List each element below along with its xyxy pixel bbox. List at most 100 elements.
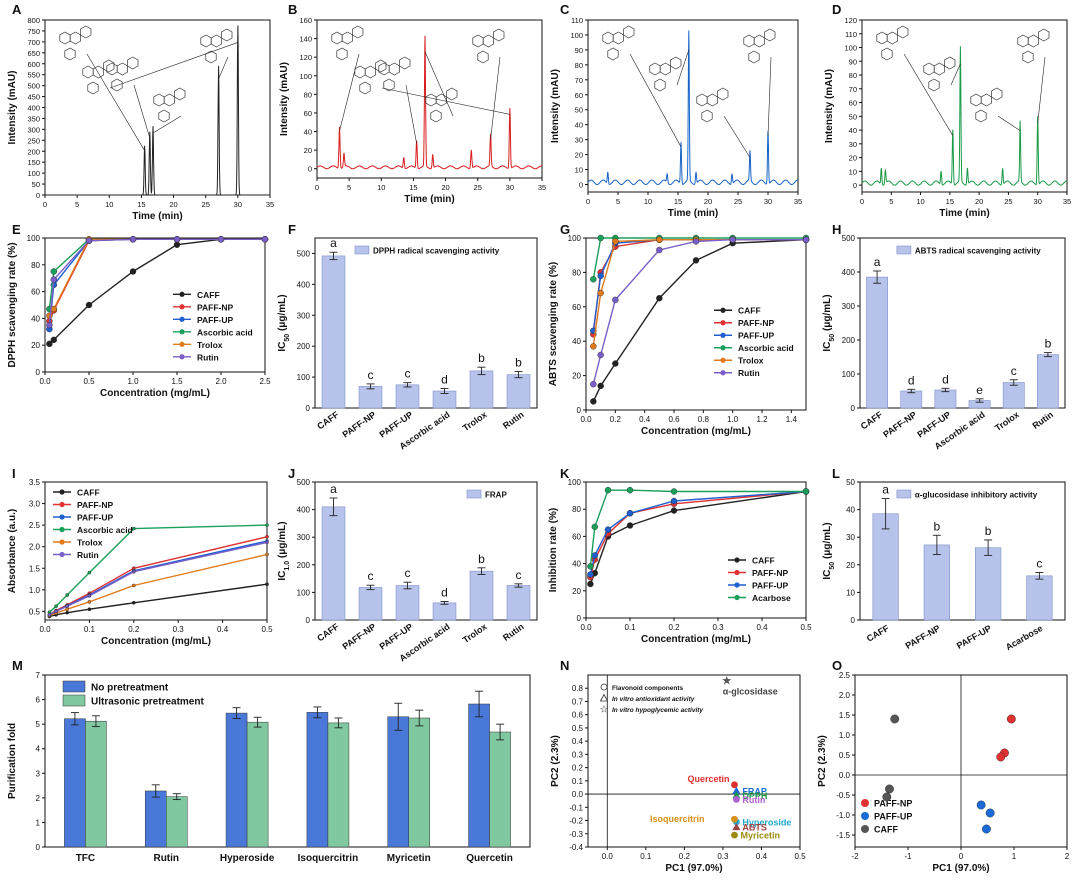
significance-letter: c [1036,557,1042,571]
bar [975,547,1002,621]
panel-A: 0501001502002503003504004505005506006507… [7,16,274,222]
y-tick-label: 2.5 [839,671,851,680]
category-label: PAFF-NP [341,621,378,651]
legend-label: CAFF [874,825,898,835]
x-tick-label: 0.0 [39,377,51,386]
x-tick-label: 5 [889,197,893,206]
y-tick-label: 20 [575,151,583,160]
y-tick-label: 3.5 [29,478,41,487]
y-axis-label-unit: (μg/mL) [277,521,288,560]
x-tick-label: 2 [1065,852,1070,861]
x-tick-label: 30 [234,200,242,209]
y-axis-label: PC2 (2.3%) [550,735,561,787]
data-point [131,583,136,588]
structure-pointer [997,115,1021,131]
bar [872,513,899,621]
y-tick-label: 0.6 [572,711,584,720]
ring [82,65,94,79]
point-label: Myricetin [740,831,780,841]
ring [659,62,671,76]
category-label: CAFF [865,623,891,644]
ring [116,62,128,76]
data-point [590,381,597,388]
bar [506,585,531,621]
structure-pointer [490,56,501,140]
y-tick-label: 40 [31,314,40,323]
panel-label: G [560,222,570,237]
x-tick-label: 0.5 [83,377,95,386]
data-point [46,340,53,348]
y-tick-label: 100 [844,44,857,53]
series-line [49,553,268,617]
structure-pointer [86,53,145,151]
data-point [591,552,598,559]
ring [399,56,411,70]
y-tick-label: 0.4 [572,737,584,746]
y-tick-label: 0 [851,404,856,413]
ring [717,87,729,101]
y-tick-label: 80 [575,61,583,70]
plot-frame [314,237,538,409]
legend-label: PAFF-UP [197,315,234,325]
y-tick-label: 800 [27,16,40,25]
data-point [597,272,604,280]
y-axis-label: IC50 (μg/mL) [277,294,291,351]
significance-letter: c [405,566,411,580]
y-tick-label: 80 [572,505,581,514]
ring [200,34,212,48]
molecule-structure [970,87,1003,123]
panel-label: A [12,2,22,17]
ring [174,87,186,101]
x-tick-label: 25 [202,200,210,209]
data-point [590,276,597,283]
y-tick-label: 550 [27,71,40,80]
x-axis-label: PC1 (97.0%) [665,863,722,874]
plot-frame [587,674,801,848]
point-label: Quercetin [687,774,729,784]
y-axis-label: Intensity (mAU) [279,62,290,136]
ring [881,47,893,61]
panel-label: J [288,466,295,481]
legend-label: In vitro antioxidant activity [612,696,695,703]
y-tick-label: 2.5 [29,521,41,530]
y-tick-label: 140 [299,35,312,44]
y-tick-label: 5 [36,720,41,729]
data-point [131,526,136,531]
plot-frame [859,481,1066,621]
legend-marker [734,594,740,601]
y-tick-label: -1.5 [836,831,850,840]
ring [153,93,165,107]
molecule-structure [649,56,682,92]
y-tick-label: 60 [31,288,40,297]
y-tick-label: 3.0 [29,500,41,509]
legend-label: CAFF [738,306,761,316]
x-tick-label: 30 [764,197,772,206]
y-tick-label: 300 [297,311,311,320]
y-tick-label: 90 [575,46,583,55]
point-label: FRAP [742,786,767,796]
legend-marker [720,357,726,363]
legend-label: PAFF-NP [197,302,234,312]
structure-pointer [381,87,510,115]
ring [158,109,170,123]
y-tick-label: 600 [27,60,40,69]
data-point [890,714,900,724]
ring [696,93,708,107]
structure-pointer [903,53,954,136]
data-point [982,824,991,834]
data-point [692,238,700,245]
plot-frame [44,674,531,848]
x-tick-label: 5 [75,200,79,209]
y-tick-label: 40 [572,337,581,346]
legend-marker [179,329,185,335]
y-tick-label: 2.0 [29,543,41,552]
y-tick-label: 10 [846,588,855,597]
y-tick-label: 20 [849,154,857,163]
y-tick-label: -0.4 [569,843,583,852]
category-label: Quercetin [466,853,513,864]
x-tick-label: 25 [474,183,482,192]
data-point [802,236,810,243]
legend-swatch [62,694,86,707]
x-tick-label: 10 [644,197,652,206]
